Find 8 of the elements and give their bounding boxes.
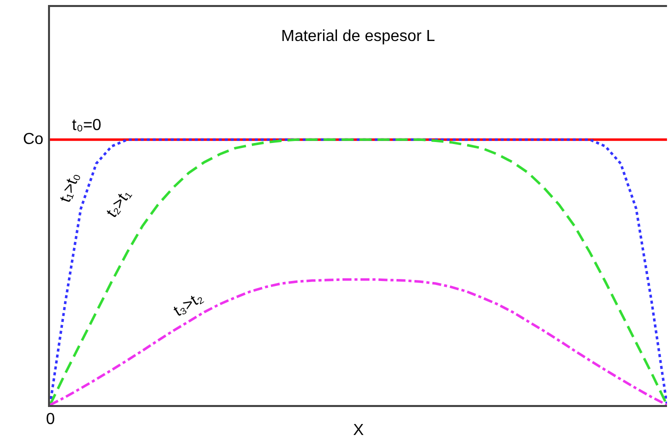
x-axis-title: X (353, 422, 364, 440)
text: Co (23, 131, 44, 148)
text: t₃>t₂ (170, 289, 206, 320)
series-label: t₀=0 (72, 117, 102, 134)
text: t₂>t₁ (104, 186, 135, 221)
text: t₁>t₀ (57, 170, 84, 205)
text: 0 (46, 411, 55, 428)
chart-title: Material de espesor L (281, 28, 436, 46)
